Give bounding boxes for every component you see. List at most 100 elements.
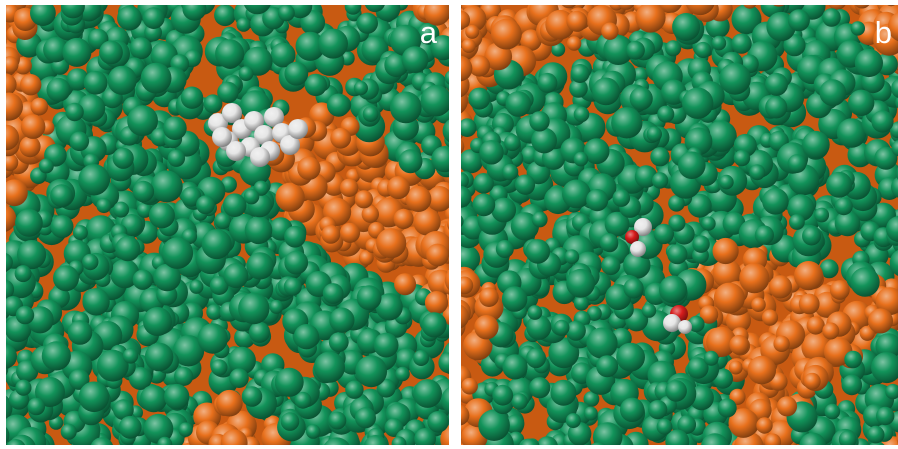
green-sphere bbox=[115, 236, 141, 262]
orange-sphere bbox=[6, 73, 17, 96]
green-sphere bbox=[323, 437, 350, 445]
orange-sphere bbox=[468, 55, 491, 77]
green-sphere bbox=[122, 348, 139, 364]
orange-sphere bbox=[756, 417, 773, 434]
orange-sphere bbox=[275, 182, 305, 212]
orange-sphere bbox=[520, 29, 542, 51]
green-sphere bbox=[838, 430, 857, 445]
green-sphere bbox=[749, 164, 766, 181]
orange-sphere bbox=[729, 335, 749, 355]
green-sphere bbox=[688, 315, 705, 333]
orange-sphere bbox=[426, 243, 449, 267]
green-sphere bbox=[551, 42, 566, 57]
green-sphere bbox=[866, 425, 885, 444]
green-sphere bbox=[107, 65, 137, 95]
orange-sphere bbox=[6, 38, 7, 45]
green-sphere bbox=[77, 94, 106, 122]
green-sphere bbox=[15, 379, 32, 396]
green-sphere bbox=[583, 138, 610, 165]
green-sphere bbox=[596, 355, 619, 378]
green-sphere bbox=[875, 333, 898, 359]
green-sphere bbox=[229, 368, 249, 389]
green-sphere bbox=[164, 383, 190, 410]
green-sphere bbox=[441, 387, 449, 414]
green-sphere bbox=[395, 366, 410, 382]
orange-sphere bbox=[699, 305, 719, 324]
green-sphere bbox=[891, 176, 898, 198]
green-sphere bbox=[461, 149, 483, 174]
green-sphere bbox=[295, 31, 325, 61]
green-sphere bbox=[834, 197, 853, 216]
green-sphere bbox=[373, 332, 399, 358]
orange-sphere bbox=[566, 36, 582, 51]
panel-label-a: a bbox=[419, 15, 437, 50]
green-sphere bbox=[592, 422, 623, 445]
orange-sphere bbox=[321, 225, 341, 244]
green-sphere bbox=[495, 240, 514, 258]
green-sphere bbox=[438, 352, 449, 374]
green-sphere bbox=[78, 164, 110, 196]
green-sphere bbox=[6, 253, 13, 272]
green-sphere bbox=[132, 269, 153, 290]
orange-sphere bbox=[773, 335, 790, 352]
green-sphere bbox=[659, 275, 687, 304]
orange-sphere bbox=[739, 263, 770, 294]
green-sphere bbox=[657, 105, 675, 123]
orange-sphere bbox=[461, 377, 478, 395]
green-sphere bbox=[687, 357, 709, 379]
green-sphere bbox=[819, 259, 839, 279]
orange-sphere bbox=[216, 389, 243, 417]
green-sphere bbox=[6, 279, 15, 300]
green-sphere bbox=[355, 355, 388, 388]
orange-sphere bbox=[6, 205, 17, 232]
green-sphere bbox=[719, 62, 751, 95]
green-sphere bbox=[562, 179, 591, 209]
green-sphere bbox=[228, 346, 256, 375]
green-sphere bbox=[682, 87, 714, 119]
green-sphere bbox=[501, 163, 519, 181]
green-sphere bbox=[492, 384, 514, 406]
green-sphere bbox=[72, 225, 88, 241]
green-sphere bbox=[473, 173, 494, 194]
green-sphere bbox=[181, 186, 202, 207]
green-sphere bbox=[14, 265, 32, 283]
orange-sphere bbox=[354, 190, 373, 209]
green-sphere bbox=[623, 278, 644, 299]
orange-sphere bbox=[447, 219, 449, 230]
green-sphere bbox=[60, 5, 85, 19]
orange-sphere bbox=[773, 5, 785, 7]
green-sphere bbox=[375, 293, 403, 321]
panel-b: b bbox=[461, 5, 898, 445]
green-sphere bbox=[687, 193, 712, 218]
green-sphere bbox=[328, 332, 349, 352]
green-sphere bbox=[157, 436, 173, 445]
green-sphere bbox=[82, 288, 110, 316]
white-atom bbox=[254, 125, 274, 145]
green-sphere bbox=[174, 366, 194, 386]
water-molecule-2 bbox=[663, 305, 692, 334]
green-sphere bbox=[140, 62, 172, 94]
green-sphere bbox=[223, 263, 249, 289]
green-sphere bbox=[836, 118, 867, 148]
green-sphere bbox=[150, 170, 183, 203]
green-sphere bbox=[50, 184, 73, 208]
green-sphere bbox=[148, 202, 175, 229]
green-sphere bbox=[413, 350, 430, 366]
green-sphere bbox=[38, 158, 54, 174]
green-sphere bbox=[765, 96, 788, 119]
green-sphere bbox=[67, 320, 93, 345]
green-sphere bbox=[648, 400, 668, 420]
green-sphere bbox=[646, 126, 662, 142]
sphere-packing-a bbox=[6, 5, 449, 445]
green-sphere bbox=[143, 307, 172, 336]
green-sphere bbox=[143, 413, 174, 444]
green-sphere bbox=[283, 277, 302, 296]
green-sphere bbox=[701, 433, 729, 445]
orange-sphere bbox=[798, 293, 820, 315]
green-sphere bbox=[15, 209, 43, 237]
green-sphere bbox=[363, 435, 388, 445]
green-sphere bbox=[886, 216, 898, 242]
green-sphere bbox=[889, 249, 898, 276]
green-sphere bbox=[401, 46, 429, 73]
green-sphere bbox=[430, 35, 449, 61]
